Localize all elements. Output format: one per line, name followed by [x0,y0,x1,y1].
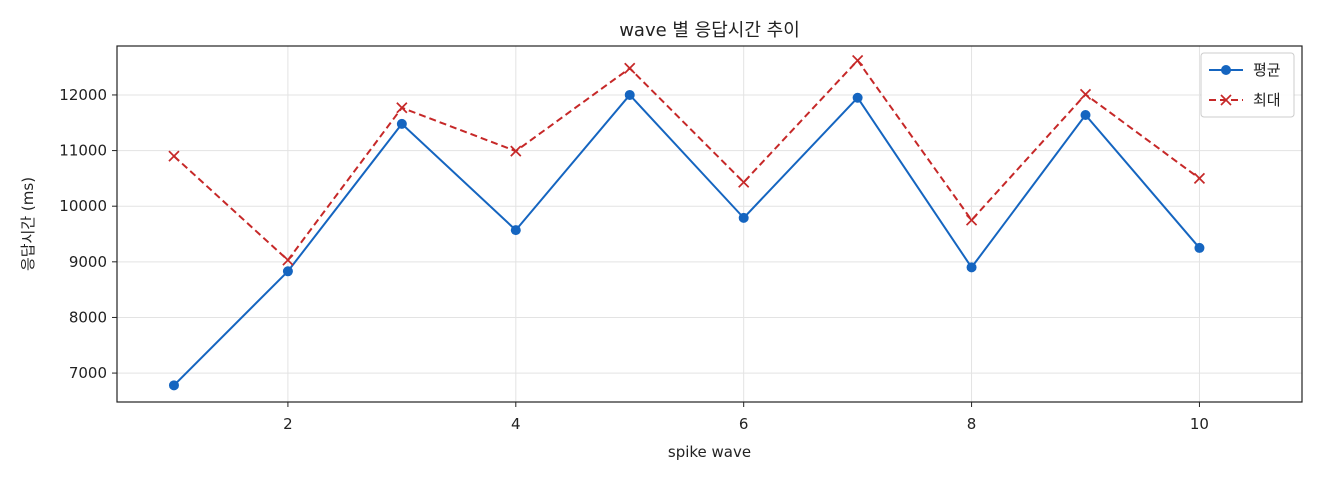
data-point [624,62,636,74]
y-tick-label: 7000 [69,364,107,382]
x-tick-label: 4 [511,415,521,433]
legend-label: 평균 [1253,61,1281,79]
grid [117,46,1302,402]
x-marker-stroke [510,145,522,157]
chart-title: wave 별 응답시간 추이 [619,20,800,41]
y-axis-label: 응답시간 (ms) [19,177,37,271]
x-marker-stroke [282,254,294,266]
series-2 [168,54,1206,266]
data-point [510,225,521,236]
data-point [396,102,408,114]
data-point [852,54,864,67]
y-tick-label: 12000 [59,86,107,104]
y-tick-label: 9000 [69,253,107,271]
x-tick-label: 2 [283,415,293,433]
data-point [624,89,635,100]
x-marker-stroke [1193,172,1206,184]
series-line [173,59,1201,262]
y-tick-label: 8000 [69,308,107,326]
x-marker-stroke [738,176,750,188]
y-tick-label: 11000 [59,142,107,160]
data-point [852,92,863,103]
data-point [1194,242,1205,253]
y-tick-label: 10000 [59,197,107,215]
data-point [1079,88,1092,100]
x-marker-stroke [1079,88,1092,100]
data-point [1080,109,1091,120]
data-point [738,176,750,188]
x-axis-label: spike wave [668,443,751,461]
data-point [1193,172,1206,184]
x-tick-label: 6 [739,415,749,433]
plot-frame [116,45,1303,403]
data-point [396,118,407,129]
legend-swatch-marker [1221,65,1231,75]
legend-item: 최대 [1209,91,1281,109]
data-point [168,150,180,162]
series-line [173,93,1201,387]
series-group [168,54,1206,391]
x-marker-stroke [1220,94,1232,106]
x-tick-label: 10 [1190,415,1209,433]
x-tick-label: 8 [967,415,977,433]
data-point [510,145,522,157]
x-marker-stroke [168,150,180,162]
legend-swatch-marker [1220,94,1232,106]
data-point [966,262,977,273]
series-1 [168,89,1205,391]
x-marker-stroke [396,102,408,114]
data-point [738,212,749,223]
x-marker-stroke [852,54,864,67]
x-marker-stroke [624,62,636,74]
legend-label: 최대 [1253,91,1281,109]
data-point [965,214,978,226]
ticks: 2 4 6 8 10 7000 8000 9000 10000 11000 12000 [59,86,1209,433]
legend-item: 평균 [1209,61,1281,79]
data-point [282,266,293,277]
x-marker-stroke [965,214,978,226]
data-point [282,254,294,266]
data-point [168,380,179,391]
